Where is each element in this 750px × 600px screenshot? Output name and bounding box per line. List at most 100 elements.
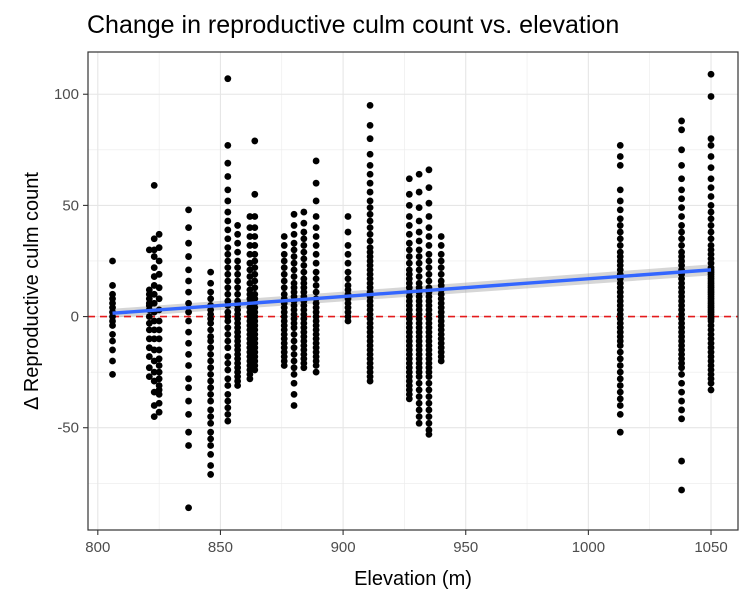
data-point <box>300 228 308 236</box>
data-point <box>678 186 685 194</box>
data-point <box>344 259 352 267</box>
data-point <box>616 153 624 160</box>
data-point <box>224 277 232 285</box>
data-point <box>415 393 423 401</box>
chart-title: Change in reproductive culm count vs. el… <box>87 11 619 39</box>
data-point <box>251 277 259 285</box>
data-point <box>224 244 232 252</box>
data-point <box>109 346 116 354</box>
data-point <box>234 382 242 389</box>
data-point <box>290 259 298 267</box>
x-tick-label: 800 <box>85 539 110 556</box>
data-point <box>437 250 445 258</box>
data-point <box>290 364 298 372</box>
data-point <box>616 206 624 214</box>
data-point <box>246 213 254 220</box>
data-point <box>678 146 685 154</box>
data-point <box>405 259 413 267</box>
data-point <box>616 388 624 396</box>
data-point <box>616 402 624 409</box>
data-point <box>150 413 158 421</box>
data-point <box>224 226 232 234</box>
data-point <box>425 386 433 394</box>
x-axis-ticks: 800 850 900 950 1000 1050 <box>85 530 728 556</box>
data-point <box>207 406 215 414</box>
data-point <box>251 250 259 258</box>
data-point <box>290 230 298 238</box>
data-point <box>366 237 374 245</box>
data-point <box>366 217 374 225</box>
data-point <box>185 362 192 369</box>
data-point <box>246 224 254 232</box>
data-point <box>207 344 215 352</box>
data-point <box>415 228 423 236</box>
data-point <box>246 375 254 383</box>
data-point <box>246 250 254 258</box>
data-point <box>616 197 624 205</box>
data-point <box>405 222 413 229</box>
data-point <box>280 277 288 285</box>
data-point <box>150 290 158 298</box>
plot-border <box>87 51 739 531</box>
data-point <box>405 230 413 238</box>
data-point <box>425 270 433 278</box>
data-point <box>207 451 215 458</box>
data-point <box>185 299 192 307</box>
data-point <box>224 270 232 278</box>
data-point <box>678 222 685 229</box>
data-point <box>366 188 374 196</box>
data-point <box>678 242 685 249</box>
data-point <box>616 215 624 223</box>
data-point <box>224 359 232 367</box>
data-point <box>425 419 433 427</box>
data-point <box>251 284 259 292</box>
data-point <box>405 253 413 260</box>
data-point <box>415 373 423 380</box>
x-tick-label: 850 <box>208 539 233 556</box>
data-point <box>207 288 215 296</box>
data-point <box>616 186 624 194</box>
data-point <box>207 279 215 287</box>
data-point <box>425 184 433 192</box>
data-point <box>207 337 215 345</box>
data-point <box>312 288 320 296</box>
x-axis-title: Elevation (m) <box>354 568 472 590</box>
data-point <box>415 259 423 267</box>
data-point <box>707 141 715 149</box>
data-point <box>155 375 163 383</box>
data-point <box>707 193 715 200</box>
data-point <box>616 410 624 418</box>
data-point <box>185 206 192 214</box>
data-point <box>224 382 232 389</box>
data-point <box>415 413 423 421</box>
data-point <box>155 326 163 334</box>
data-point <box>616 428 624 436</box>
data-point <box>678 175 685 183</box>
data-point <box>312 259 320 267</box>
data-point <box>251 190 259 198</box>
data-point <box>425 250 433 258</box>
data-point <box>185 442 192 449</box>
data-point <box>224 290 232 298</box>
data-point <box>300 262 308 269</box>
data-point <box>207 390 215 398</box>
data-point <box>707 164 715 172</box>
data-point <box>678 235 685 243</box>
data-point <box>234 284 242 292</box>
data-point <box>150 326 158 334</box>
data-point <box>405 239 413 247</box>
data-point <box>185 239 192 247</box>
y-tick-label: 50 <box>62 197 79 214</box>
data-point <box>224 159 232 167</box>
data-point <box>707 184 715 192</box>
data-point <box>155 257 163 265</box>
data-point <box>155 355 163 363</box>
data-point <box>207 397 215 405</box>
data-point <box>207 295 215 303</box>
data-point <box>234 257 242 265</box>
data-point <box>616 235 624 243</box>
data-point <box>366 197 374 205</box>
data-point <box>415 406 423 414</box>
data-point <box>207 471 215 478</box>
data-point <box>150 335 158 343</box>
